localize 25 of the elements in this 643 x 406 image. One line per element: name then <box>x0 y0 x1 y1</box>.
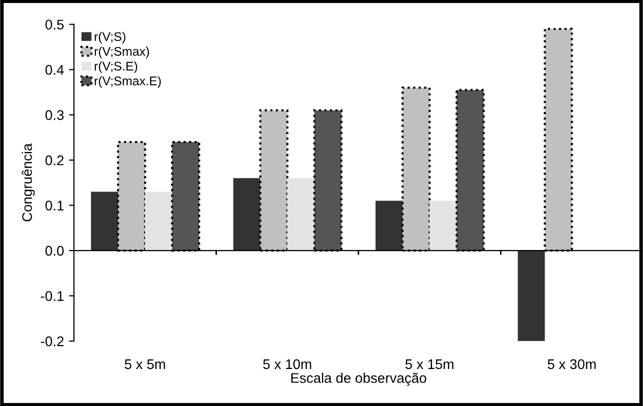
y-tick-label: 0.2 <box>45 155 64 166</box>
y-tick-label: 0.5 <box>45 20 64 30</box>
y-tick-label: 0.1 <box>45 200 64 210</box>
y-tick-label: 0.0 <box>45 246 64 256</box>
y-tick-label: 0.4 <box>45 64 64 75</box>
y-tick-label: -0.1 <box>40 291 64 301</box>
legend-label: r(V;Smax) <box>94 46 149 58</box>
x-tick-label: 5 x 30m <box>548 359 596 370</box>
legend-label: r(V;S.E) <box>94 61 138 74</box>
x-tick-label: 5 x 5m <box>124 359 165 370</box>
x-tick-label: 5 x 15m <box>405 359 454 370</box>
y-tick-label: -0.2 <box>40 336 64 346</box>
bar <box>91 192 118 251</box>
x-tick-label: 5 x 10m <box>263 359 312 370</box>
bar <box>430 200 457 251</box>
bar <box>518 250 545 342</box>
y-axis-title: Congruência <box>22 143 35 222</box>
bar <box>287 178 314 251</box>
bar <box>145 192 172 251</box>
legend-label: r(V;Smax.E) <box>94 76 161 88</box>
y-tick-label: 0.3 <box>45 110 64 120</box>
legend-label: r(V;S) <box>94 32 126 44</box>
bar <box>376 200 403 251</box>
bar <box>233 178 260 251</box>
x-axis-title: Escala de observação <box>291 372 426 386</box>
